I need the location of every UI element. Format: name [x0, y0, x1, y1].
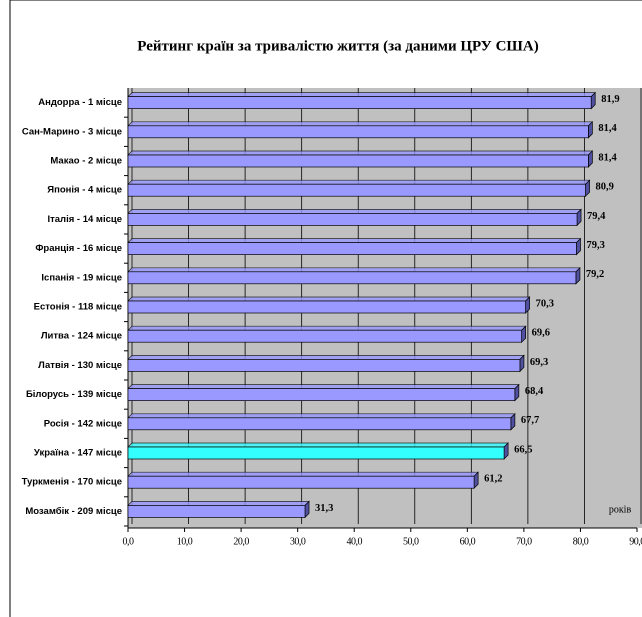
bar	[127, 505, 306, 518]
value-label: 81,4	[598, 152, 617, 163]
value-label: 79,3	[586, 240, 604, 251]
value-label: 67,7	[521, 415, 539, 426]
value-label: 81,4	[598, 123, 617, 134]
y-tick-label: Андорра - 1 місце	[38, 97, 122, 108]
value-label: 81,9	[601, 94, 619, 105]
x-tick-label: 90,0	[629, 536, 642, 547]
value-label: 70,3	[536, 298, 554, 309]
y-tick-label: Естонія - 118 місце	[34, 302, 122, 313]
bar-top	[127, 238, 582, 243]
bar	[127, 446, 505, 460]
value-label: 31,3	[315, 503, 333, 514]
bar-top	[127, 442, 509, 448]
x-tick-label: 0,0	[123, 536, 135, 547]
x-tick-label: 70,0	[516, 536, 532, 547]
x-tick-label: 60,0	[460, 536, 476, 547]
value-label: 68,4	[525, 386, 544, 397]
y-tick-label: Японія - 4 місце	[47, 185, 122, 196]
bar-top	[127, 355, 525, 360]
y-tick-label: Франція - 16 місце	[35, 243, 122, 254]
y-tick-label: Білорусь - 139 місце	[26, 389, 122, 400]
y-tick-label: Сан-Марино - 3 місце	[22, 126, 122, 137]
x-tick-label: 30,0	[290, 536, 306, 547]
x-tick-label: 10,0	[177, 536, 193, 547]
y-tick-label: Мозамбік - 209 місце	[25, 506, 122, 517]
y-tick-label: Росія - 142 місце	[44, 418, 122, 429]
bar	[127, 475, 475, 489]
value-label: 79,2	[586, 269, 604, 280]
y-tick-label: Іспанія - 19 місце	[41, 272, 122, 283]
bar	[127, 300, 526, 314]
y-tick-label: Україна - 147 місце	[34, 448, 122, 459]
bar-top	[127, 325, 527, 331]
bar-top	[127, 209, 582, 214]
bar	[127, 417, 512, 431]
x-tick-label: 80,0	[573, 536, 589, 547]
bar-top	[127, 92, 597, 97]
bar-top	[127, 267, 581, 273]
bar	[127, 154, 589, 168]
bar	[127, 271, 577, 285]
bar	[127, 213, 578, 226]
bar	[127, 183, 586, 197]
chart-title: Рейтинг країн за тривалістю життя (за да…	[137, 38, 538, 54]
value-label: 69,3	[530, 357, 548, 368]
value-label: 66,5	[514, 444, 532, 455]
bar-top	[127, 179, 591, 185]
value-label: 69,6	[532, 328, 550, 339]
x-tick-label: 50,0	[403, 536, 419, 547]
bar-top	[127, 296, 531, 302]
x-tick-label: 20,0	[233, 536, 249, 547]
x-tick-label: 40,0	[346, 536, 362, 547]
bar-top	[127, 413, 516, 419]
bar-top	[127, 471, 479, 477]
x-axis-title: років	[609, 504, 632, 515]
bar	[127, 125, 589, 139]
y-tick-label: Італія - 14 місце	[47, 214, 122, 225]
bar	[127, 96, 592, 109]
bar	[127, 388, 516, 401]
value-label: 79,4	[587, 211, 606, 222]
value-label: 61,2	[484, 474, 502, 485]
y-tick-label: Туркменія - 170 місце	[22, 477, 122, 488]
y-tick-label: Латвія - 130 місце	[38, 360, 122, 371]
bar-top	[127, 384, 520, 389]
bar	[127, 242, 577, 255]
bar-top	[127, 501, 310, 506]
y-tick-label: Макао - 2 місце	[50, 156, 122, 167]
bar-top	[127, 121, 594, 127]
y-tick-label: Литва - 124 місце	[41, 331, 122, 342]
value-label: 80,9	[596, 182, 614, 193]
bar	[127, 329, 522, 343]
bar-top	[127, 150, 594, 156]
bar	[127, 359, 521, 372]
